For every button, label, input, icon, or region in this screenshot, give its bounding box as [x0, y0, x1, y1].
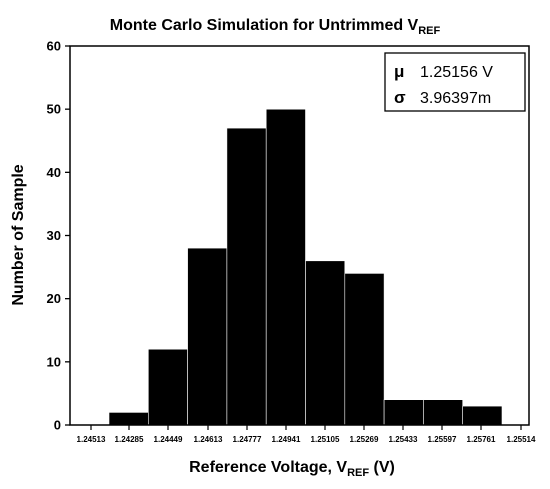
- y-axis-label: Number of Sample: [10, 164, 27, 305]
- x-axis-label-main: Reference Voltage, V: [189, 459, 347, 476]
- sigma-symbol: σ: [394, 88, 406, 107]
- x-tick-label: 1.25597: [428, 435, 457, 444]
- x-tick-label: 1.25514: [507, 435, 536, 444]
- chart-title-main: Monte Carlo Simulation for Untrimmed V: [110, 17, 419, 34]
- histogram-bar: [108, 412, 149, 426]
- histogram-bar: [305, 260, 346, 426]
- x-tick-label: 1.25761: [467, 435, 496, 444]
- histogram-bar: [226, 127, 267, 426]
- histogram-bar: [383, 399, 424, 426]
- histogram-bar: [344, 273, 385, 426]
- x-tick-label: 1.24941: [272, 435, 301, 444]
- mean-value: 1.25156 V: [420, 64, 493, 81]
- histogram-bar: [423, 399, 463, 426]
- bars-layer: [108, 108, 503, 426]
- sigma-value: 3.96397m: [420, 90, 491, 107]
- histogram-bar: [148, 348, 188, 426]
- y-tick-label: 10: [47, 354, 61, 369]
- x-tick-label: 1.24285: [115, 435, 144, 444]
- chart-title-subscript: REF: [418, 25, 440, 37]
- y-tick-label: 60: [47, 39, 61, 54]
- x-tick-label: 1.25269: [350, 435, 379, 444]
- y-tick-label: 0: [54, 418, 61, 433]
- y-tick-label: 40: [47, 165, 61, 180]
- chart-title: Monte Carlo Simulation for Untrimmed VRE…: [110, 17, 441, 37]
- histogram-bar: [462, 405, 503, 426]
- x-tick-label: 1.25105: [311, 435, 340, 444]
- histogram-bar: [187, 247, 228, 426]
- plot-frame: [69, 45, 530, 426]
- y-tick-label: 20: [47, 291, 61, 306]
- y-tick-label: 50: [47, 102, 61, 117]
- x-axis-label: Reference Voltage, VREF (V): [189, 459, 395, 479]
- mean-symbol: μ: [394, 62, 404, 81]
- histogram-bar: [265, 108, 306, 426]
- stats-legend: μ 1.25156 V σ 3.96397m: [384, 52, 526, 112]
- stats-legend-box: [384, 52, 526, 112]
- x-tick-label: 1.24513: [77, 435, 106, 444]
- ticks-layer: 0 10 20 30 40 50 60 1.24513 1.24285 1.24449 1.2461…: [47, 39, 536, 445]
- x-tick-label: 1.24449: [154, 435, 183, 444]
- x-tick-label: 1.24777: [233, 435, 262, 444]
- x-tick-label: 1.25433: [389, 435, 418, 444]
- x-tick-label: 1.24613: [194, 435, 223, 444]
- x-axis-label-suffix: (V): [369, 459, 395, 476]
- y-tick-label: 30: [47, 228, 61, 243]
- x-axis-label-subscript: REF: [347, 467, 369, 479]
